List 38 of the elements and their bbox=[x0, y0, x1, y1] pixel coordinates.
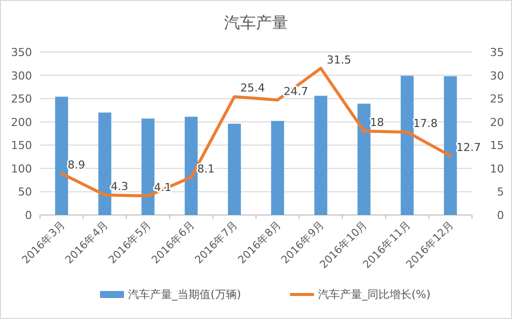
y-tick-label: 200 bbox=[11, 116, 32, 129]
bar bbox=[228, 124, 241, 215]
y-tick-label: 300 bbox=[11, 69, 32, 82]
bar bbox=[400, 76, 414, 215]
data-label: 18 bbox=[370, 116, 384, 130]
data-label: 12.7 bbox=[456, 140, 481, 154]
bar bbox=[271, 120, 284, 215]
legend-label: 汽车产量_同比增长(%) bbox=[318, 288, 431, 301]
bar bbox=[444, 76, 457, 215]
y2-tick-label: 0 bbox=[497, 209, 504, 222]
y2-tick-label: 35 bbox=[490, 46, 504, 59]
y-tick-label: 50 bbox=[18, 186, 32, 199]
bar bbox=[184, 116, 198, 215]
y2-tick-label: 20 bbox=[490, 116, 504, 129]
bar bbox=[142, 118, 154, 215]
bar bbox=[358, 104, 370, 215]
data-label: 25.4 bbox=[240, 82, 265, 95]
data-label: 17.8 bbox=[413, 117, 438, 130]
legend-label: 汽车产量_当期值(万辆) bbox=[128, 288, 242, 301]
y2-tick-label: 30 bbox=[490, 69, 504, 82]
line-series bbox=[60, 66, 452, 198]
y-tick-label: 0 bbox=[25, 209, 32, 222]
bar bbox=[314, 96, 328, 215]
y2-tick-label: 25 bbox=[490, 92, 504, 106]
bar bbox=[98, 112, 112, 215]
y-tick-label: 150 bbox=[11, 139, 32, 152]
y2-tick-label: 5 bbox=[497, 186, 504, 199]
y-tick-label: 100 bbox=[11, 162, 32, 176]
y2-tick-label: 15 bbox=[490, 139, 504, 152]
y2-tick-label: 10 bbox=[490, 162, 504, 176]
chart-title: 汽车产量 bbox=[224, 13, 288, 32]
data-label: 8.1 bbox=[197, 162, 215, 176]
y-tick-label: 250 bbox=[11, 92, 32, 106]
data-label: 31.5 bbox=[326, 53, 352, 66]
data-label: 4.3 bbox=[110, 180, 128, 193]
data-label: 8.9 bbox=[68, 158, 86, 172]
bar bbox=[55, 96, 68, 215]
y-tick-label: 350 bbox=[11, 46, 32, 59]
